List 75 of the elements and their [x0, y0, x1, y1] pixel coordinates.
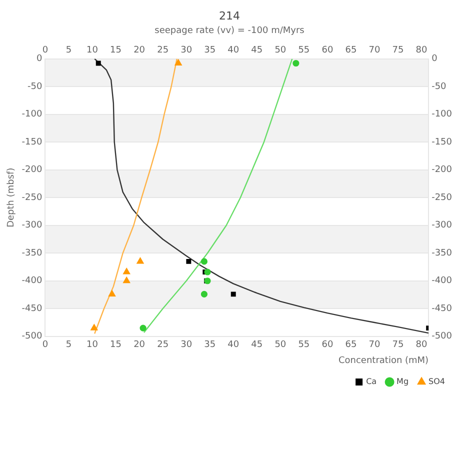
x2-tick-label: 80	[416, 340, 428, 350]
y2-tick-label: -250	[432, 192, 452, 203]
x2-tick-label: 35	[204, 340, 216, 350]
x2-tick-label: 45	[251, 340, 263, 350]
x2-tick-label: 55	[298, 340, 310, 350]
y-tick-label: -150	[22, 137, 42, 148]
point	[140, 324, 146, 332]
point	[200, 258, 208, 265]
y-axis-title: Depth (mbsf)	[6, 168, 17, 228]
y-tick-label: 0	[36, 54, 42, 64]
x2-tick-label: 50	[274, 340, 286, 350]
point	[90, 324, 98, 330]
point	[96, 60, 101, 66]
x2-tick-label: 5	[66, 340, 72, 350]
point	[204, 268, 211, 276]
point	[230, 292, 236, 297]
x2-tick-label: 30	[180, 340, 192, 350]
x-tick-label: 30	[180, 46, 192, 56]
point	[292, 60, 300, 67]
x-tick-label: 45	[251, 46, 263, 56]
x-tick-label: 80	[416, 46, 428, 56]
x2-tick-label: 10	[86, 340, 98, 350]
chart-subtitle: seepage rate (vv) = -100 m/Myrs	[154, 26, 305, 36]
y2-tick-label: -400	[432, 276, 452, 286]
x-tick-label: 15	[110, 46, 122, 56]
point	[108, 290, 116, 296]
point	[123, 268, 130, 274]
y2-tick-label: -500	[432, 332, 452, 342]
y-tick-label: -250	[22, 192, 42, 203]
y2-tick-label: -150	[432, 137, 452, 148]
point	[200, 290, 208, 298]
x-tick-label: 35	[204, 46, 216, 56]
x-tick-label: 25	[157, 46, 169, 56]
y2-tick-label: -100	[432, 110, 452, 120]
y-tick-label: -200	[22, 165, 42, 176]
x-tick-label: 20	[134, 46, 146, 56]
x2-tick-label: 75	[392, 340, 404, 350]
legend-label: Ca	[366, 377, 377, 386]
x-tick-label: 5	[66, 46, 72, 56]
y-tick-label: -450	[22, 304, 42, 314]
y-tick-label: -350	[22, 248, 42, 258]
chart-title: 214	[219, 9, 240, 22]
x-tick-label: 70	[368, 46, 380, 56]
y-tick-label: -100	[22, 110, 42, 120]
y2-tick-label: -50	[432, 82, 447, 92]
y2-tick-label: -350	[432, 248, 452, 258]
point	[136, 257, 144, 264]
y-tick-label: -50	[28, 82, 42, 92]
y-tick-label: -500	[22, 332, 42, 342]
x2-tick-label: 40	[228, 340, 240, 350]
x2-tick-label: 20	[134, 340, 146, 350]
x2-tick-label: 60	[322, 340, 334, 350]
y2-tick-label: -450	[432, 304, 452, 314]
y2-tick-label: -200	[432, 165, 452, 176]
y-tick-label: -400	[22, 276, 42, 286]
point	[123, 276, 130, 284]
point	[174, 59, 182, 66]
x-tick-label: 55	[298, 46, 310, 56]
x2-tick-label: 25	[157, 340, 169, 350]
y2-tick-label: -300	[432, 220, 452, 231]
x2-tick-label: 65	[345, 340, 357, 350]
legend-label: SO4	[428, 377, 446, 386]
legend-label: Mg	[396, 377, 409, 386]
x-axis-title: Concentration (mM)	[338, 356, 429, 366]
x2-tick-label: 15	[110, 340, 122, 350]
x-tick-label: 40	[228, 46, 240, 56]
x-tick-label: 60	[322, 46, 334, 56]
x-tick-label: 65	[345, 46, 357, 56]
y-tick-label: -300	[22, 220, 42, 231]
x-tick-label: 50	[274, 46, 286, 56]
x2-tick-label: 70	[368, 340, 380, 350]
x-tick-label: 75	[392, 46, 404, 56]
x-tick-label: 10	[86, 46, 98, 56]
y2-tick-label: 0	[432, 54, 438, 64]
point	[186, 258, 192, 264]
